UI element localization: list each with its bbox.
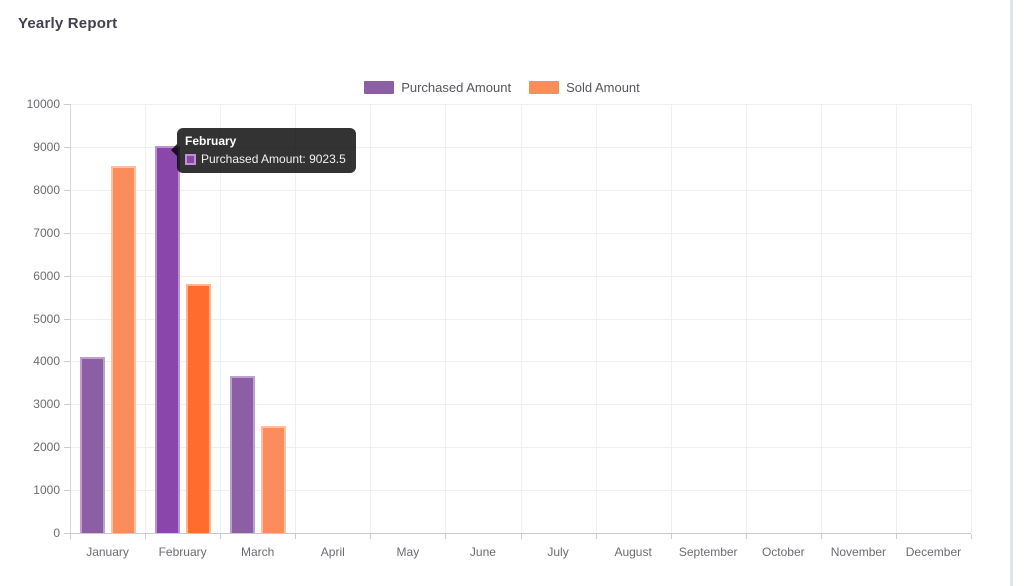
x-axis-tick [145, 534, 147, 539]
bar-sold-amount-january[interactable] [110, 166, 136, 533]
x-gridline [595, 104, 597, 533]
x-axis-tick [70, 534, 71, 539]
bar-purchased-amount-january[interactable] [79, 357, 105, 533]
y-axis-tick-label: 6000 [33, 268, 60, 283]
y-axis-tick [64, 447, 70, 449]
plot-area: 0 1000 2000 3000 4000 5000 6000 7000 8000 9000 100… [27, 97, 972, 559]
y-axis-tick-label: 5000 [33, 311, 60, 326]
x-axis-label-april: April [320, 545, 345, 559]
x-gridline [445, 104, 447, 533]
tooltip-row: Purchased Amount: 9023.5 [185, 152, 346, 166]
bar-purchased-amount-february[interactable] [154, 145, 180, 533]
x-axis-label-july: July [547, 545, 569, 559]
y-axis-tick-label: 7000 [33, 225, 60, 240]
tooltip-caret-icon [171, 144, 177, 156]
y-axis-tick [64, 490, 70, 492]
y-axis-tick-label: 0 [53, 526, 60, 540]
legend-label: Purchased Amount [401, 80, 512, 95]
y-axis-tick [64, 104, 70, 105]
x-axis-label-may: May [396, 545, 420, 559]
y-axis-tick-label: 10000 [26, 97, 60, 111]
x-axis-tick [820, 534, 822, 539]
x-axis-label-january: January [86, 545, 129, 559]
x-gridline [971, 104, 972, 533]
x-gridline [670, 104, 672, 533]
tooltip: February Purchased Amount: 9023.5 [171, 128, 356, 173]
page-title: Yearly Report [18, 15, 118, 32]
y-axis-line [70, 104, 71, 533]
x-axis-tick [971, 534, 972, 539]
bar-sold-amount-february[interactable] [185, 284, 211, 533]
x-axis-label-november: November [830, 545, 887, 559]
x-axis-tick [220, 534, 222, 539]
purchased-amount-swatch-icon [364, 81, 395, 94]
x-gridline [520, 104, 522, 533]
x-gridline [220, 104, 222, 533]
y-axis-tick [64, 146, 70, 148]
legend-label: Sold Amount [566, 80, 640, 95]
y-axis-tick [64, 232, 70, 234]
tooltip-title: February [185, 134, 237, 148]
bar-purchased-amount-march[interactable] [229, 376, 255, 533]
y-axis-tick [64, 189, 70, 191]
y-axis-tick [64, 361, 70, 363]
y-axis-tick [64, 318, 70, 320]
x-axis-tick [670, 534, 672, 539]
legend-item-sold-amount[interactable]: Sold Amount [529, 80, 640, 95]
x-axis-label-september: September [678, 545, 738, 559]
y-axis-tick [64, 404, 70, 406]
x-gridline [745, 104, 747, 533]
x-axis-tick [745, 534, 747, 539]
sold-amount-swatch-icon [529, 81, 560, 94]
tooltip-series-marker-icon [185, 153, 196, 165]
x-axis-label-december: December [905, 545, 962, 559]
tooltip-value-label: Purchased Amount: 9023.5 [201, 152, 346, 166]
x-axis-tick [445, 534, 447, 539]
y-axis-tick-label: 4000 [33, 354, 60, 369]
x-axis-label-march: March [241, 545, 275, 559]
x-gridline [145, 104, 147, 533]
x-axis-label-august: August [614, 545, 652, 559]
x-axis-tick [895, 534, 897, 539]
scrollbar-track[interactable] [1010, 0, 1013, 586]
x-axis-line [70, 533, 971, 534]
x-axis-tick [595, 534, 597, 539]
y-axis-tick-label: 1000 [33, 483, 60, 498]
y-axis-tick-label: 8000 [33, 182, 60, 197]
x-axis-tick [295, 534, 297, 539]
x-axis-tick [520, 534, 522, 539]
x-axis-label-june: June [469, 545, 496, 559]
bar-sold-amount-march[interactable] [260, 425, 286, 533]
legend-item-purchased-amount[interactable]: Purchased Amount [364, 80, 511, 95]
x-gridline [370, 104, 372, 533]
x-axis-label-october: October [761, 545, 805, 559]
x-gridline [820, 104, 822, 533]
x-axis-label-february: February [158, 545, 207, 559]
y-axis-tick [64, 275, 70, 277]
y-axis-tick-label: 3000 [33, 397, 60, 412]
x-gridline [295, 104, 297, 533]
chart-legend: Purchased Amount Sold Amount [0, 80, 1004, 95]
y-axis-tick-label: 2000 [33, 440, 60, 455]
y-axis-tick [64, 533, 70, 534]
y-axis-tick-label: 9000 [33, 139, 60, 154]
x-gridline [895, 104, 897, 533]
x-axis-tick [370, 534, 372, 539]
